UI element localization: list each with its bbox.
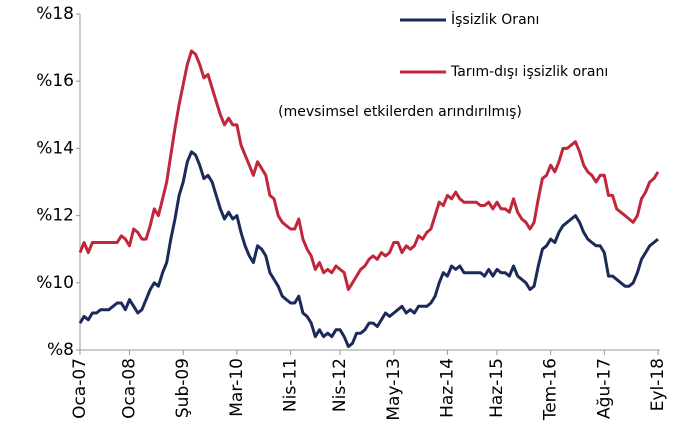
annotation: (mevsimsel etkilerden arındırılmış)	[278, 104, 522, 120]
x-tick-label: Nis-12	[330, 358, 350, 412]
y-tick-label: %18	[36, 4, 74, 24]
x-tick-label: Ağu-17	[594, 358, 614, 419]
x-tick-label: Haz-15	[487, 358, 507, 418]
y-tick-label: %10	[36, 273, 74, 293]
x-tick-label: Tem-16	[541, 358, 561, 421]
line-series	[78, 150, 659, 349]
x-tick-label: Oca-07	[70, 358, 90, 419]
x-tick-label: Oca-08	[120, 358, 140, 419]
y-tick-label: %16	[36, 71, 74, 91]
x-tick-label: Şub-09	[173, 358, 193, 418]
y-tick-label: %12	[36, 206, 74, 226]
y-tick-label: %14	[36, 138, 74, 158]
legend-label: Tarım-dışı işsizlik oranı	[450, 64, 608, 80]
legend-label: İşsizlik Oranı	[451, 10, 539, 28]
x-tick-label: Eyl-18	[648, 358, 668, 411]
x-tick-label: Haz-14	[437, 358, 457, 418]
y-tick-label: %8	[47, 340, 74, 360]
line-series	[78, 49, 660, 291]
x-tick-label: Mar-10	[227, 358, 247, 417]
x-tick-label: May-13	[384, 358, 404, 421]
x-tick-label: Nis-11	[281, 358, 301, 412]
